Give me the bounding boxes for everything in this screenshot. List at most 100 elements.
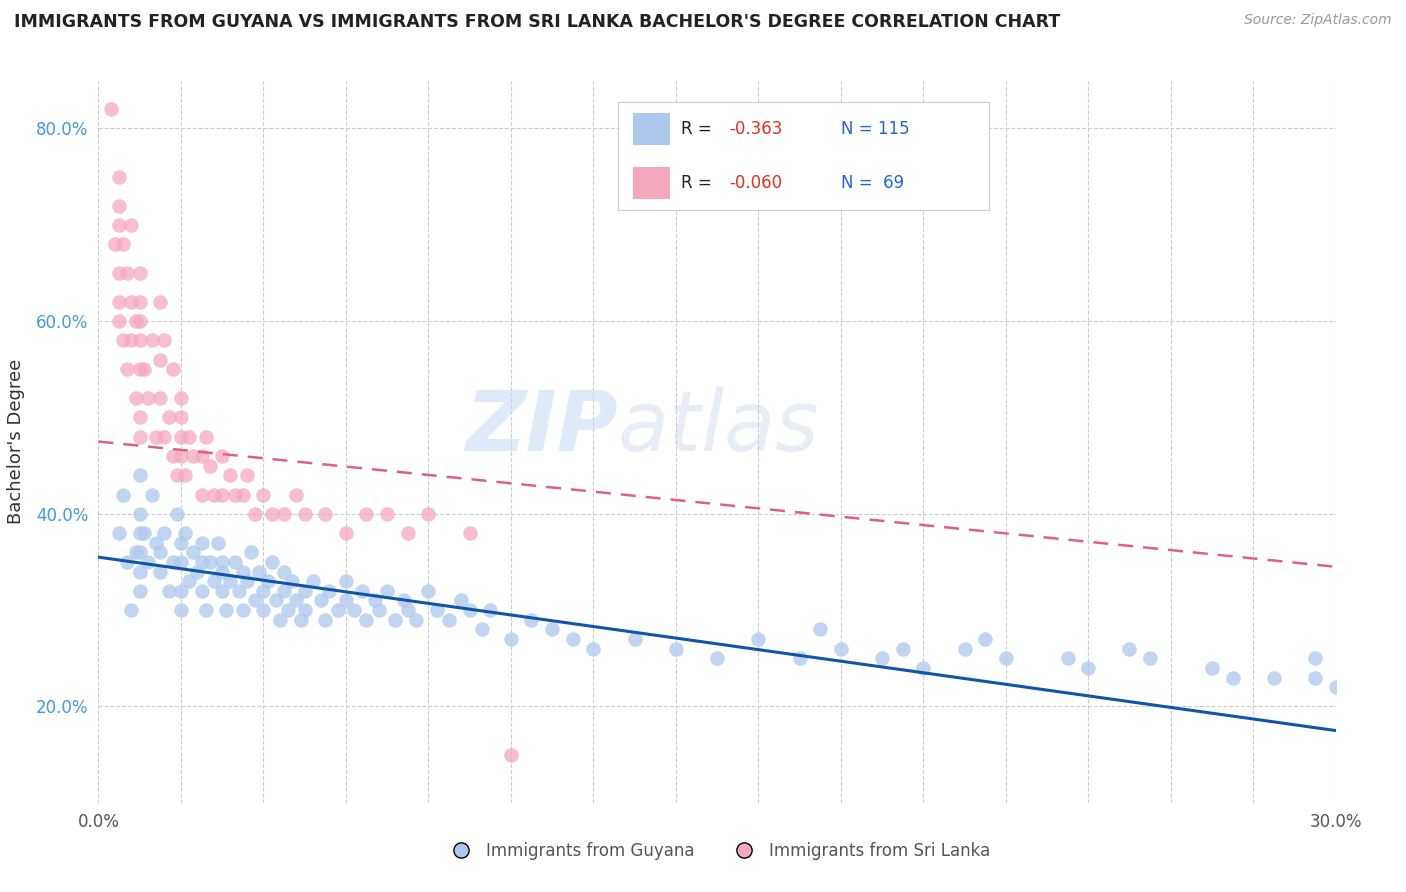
Point — [207, 535, 229, 549]
Point — [706, 651, 728, 665]
Point — [120, 294, 142, 309]
Point — [228, 583, 250, 598]
Point — [1139, 651, 1161, 665]
Point — [117, 362, 139, 376]
Point — [190, 449, 212, 463]
Point — [273, 565, 295, 579]
Point — [273, 507, 295, 521]
Point — [1324, 680, 1347, 694]
Y-axis label: Bachelor's Degree: Bachelor's Degree — [7, 359, 25, 524]
Point — [120, 218, 142, 232]
Point — [124, 314, 146, 328]
Point — [128, 565, 150, 579]
Point — [236, 574, 259, 589]
Point — [162, 362, 184, 376]
Point — [352, 583, 374, 598]
Point — [318, 583, 340, 598]
Point — [1118, 641, 1140, 656]
Point — [309, 593, 332, 607]
Point — [1201, 661, 1223, 675]
Text: Source: ZipAtlas.com: Source: ZipAtlas.com — [1244, 13, 1392, 28]
Point — [181, 449, 204, 463]
Point — [252, 583, 274, 598]
Point — [260, 555, 283, 569]
Point — [162, 555, 184, 569]
Point — [418, 507, 440, 521]
Point — [418, 583, 440, 598]
Point — [396, 526, 419, 541]
Point — [1222, 671, 1244, 685]
Point — [269, 613, 291, 627]
Point — [149, 294, 172, 309]
Point — [364, 593, 387, 607]
Point — [953, 641, 976, 656]
Point — [870, 651, 893, 665]
Point — [302, 574, 325, 589]
Point — [215, 603, 238, 617]
Point — [179, 430, 201, 444]
Point — [128, 545, 150, 559]
Point — [479, 603, 502, 617]
Point — [190, 583, 212, 598]
Point — [149, 545, 172, 559]
Point — [202, 487, 225, 501]
Point — [236, 468, 259, 483]
Point — [830, 641, 852, 656]
Point — [194, 430, 217, 444]
Point — [561, 632, 583, 646]
Point — [285, 487, 308, 501]
Point — [541, 623, 564, 637]
Point — [747, 632, 769, 646]
Point — [232, 487, 254, 501]
Point — [174, 468, 197, 483]
Point — [170, 535, 193, 549]
Point — [145, 430, 167, 444]
Point — [623, 632, 645, 646]
Point — [281, 574, 304, 589]
Point — [1056, 651, 1078, 665]
Point — [117, 266, 139, 280]
Legend: Immigrants from Guyana, Immigrants from Sri Lanka: Immigrants from Guyana, Immigrants from … — [437, 836, 997, 867]
Point — [260, 507, 283, 521]
Point — [405, 613, 427, 627]
Point — [124, 391, 146, 405]
Point — [153, 430, 176, 444]
Point — [170, 430, 193, 444]
Point — [277, 603, 299, 617]
Point — [149, 352, 172, 367]
Point — [166, 507, 188, 521]
Point — [450, 593, 472, 607]
Text: IMMIGRANTS FROM GUYANA VS IMMIGRANTS FROM SRI LANKA BACHELOR'S DEGREE CORRELATIO: IMMIGRANTS FROM GUYANA VS IMMIGRANTS FRO… — [14, 13, 1060, 31]
Point — [157, 410, 180, 425]
Point — [202, 574, 225, 589]
Point — [232, 565, 254, 579]
Point — [128, 410, 150, 425]
Point — [181, 545, 204, 559]
Point — [1303, 671, 1326, 685]
Point — [132, 362, 155, 376]
Point — [392, 593, 415, 607]
Point — [665, 641, 688, 656]
Point — [994, 651, 1017, 665]
Point — [132, 526, 155, 541]
Point — [294, 507, 316, 521]
Point — [912, 661, 935, 675]
Point — [232, 603, 254, 617]
Point — [273, 583, 295, 598]
Point — [219, 574, 242, 589]
Point — [437, 613, 460, 627]
Point — [117, 555, 139, 569]
Point — [211, 555, 233, 569]
Point — [190, 487, 212, 501]
Point — [499, 632, 522, 646]
Point — [174, 526, 197, 541]
Point — [179, 574, 201, 589]
Point — [343, 603, 366, 617]
Point — [128, 294, 150, 309]
Point — [458, 526, 481, 541]
Point — [170, 449, 193, 463]
Point — [108, 314, 131, 328]
Point — [128, 430, 150, 444]
Point — [211, 565, 233, 579]
Point — [170, 391, 193, 405]
